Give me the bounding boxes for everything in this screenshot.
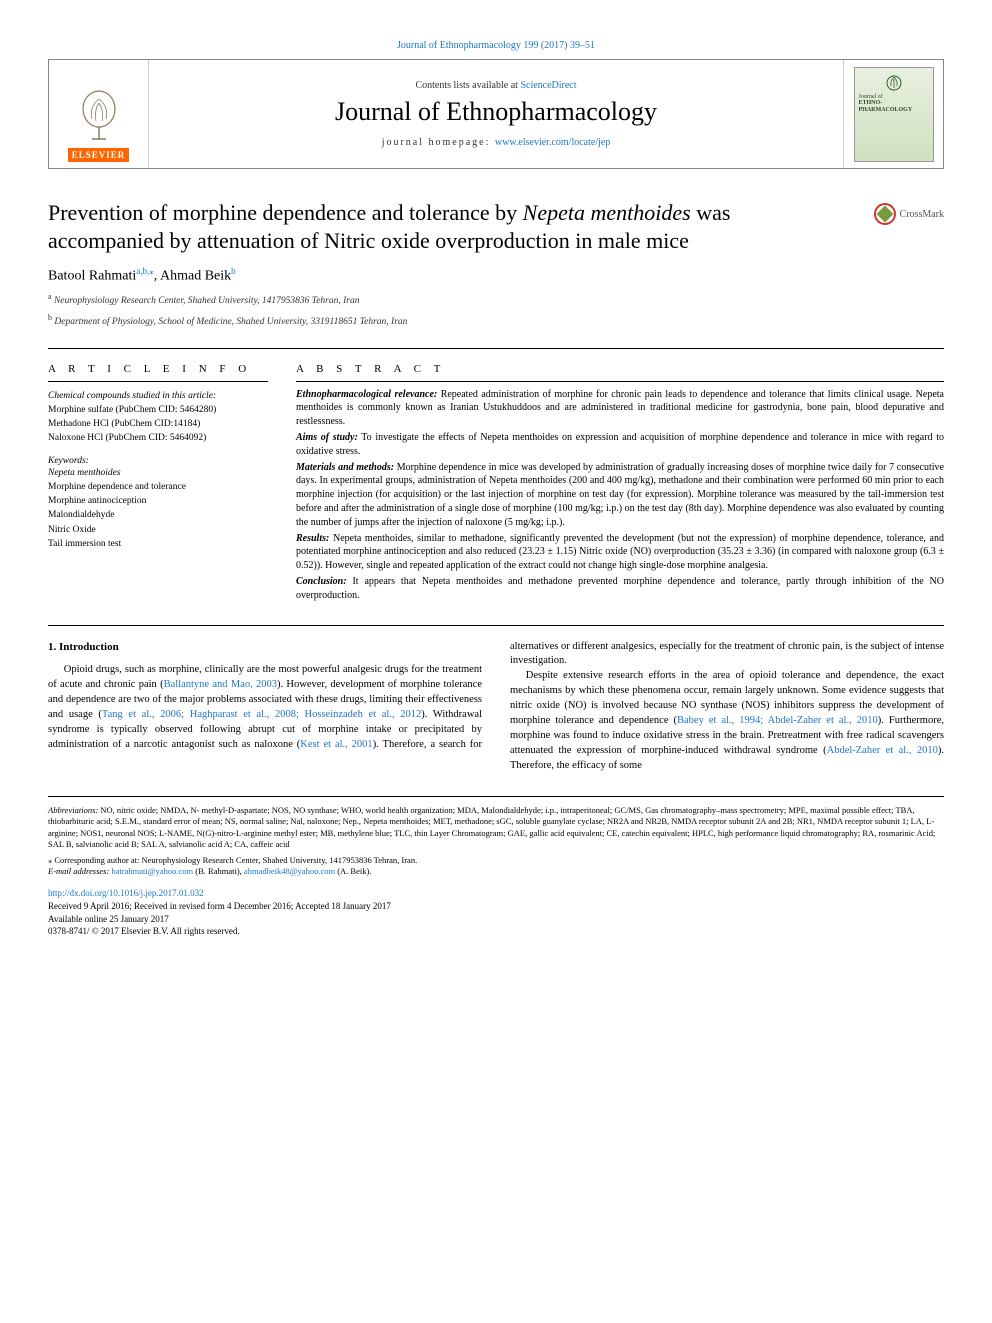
email-1-who: (B. Rahmati), (193, 866, 244, 876)
abs-text-4: Nepeta menthoides, similar to methadone,… (296, 533, 944, 572)
email-line: E-mail addresses: batrahmati@yahoo.com (… (48, 866, 944, 877)
abs-label-1: Ethnopharmacological relevance: (296, 389, 437, 400)
abbr-label: Abbreviations: (48, 805, 98, 815)
title-pre: Prevention of morphine dependence and to… (48, 200, 523, 225)
received-line: Received 9 April 2016; Received in revis… (48, 900, 944, 913)
abstract-para-5: Conclusion: It appears that Nepeta menth… (296, 575, 944, 603)
cover-line-1: Journal of (859, 94, 929, 101)
article-header: CrossMark Prevention of morphine depende… (48, 199, 944, 330)
abs-text-2: To investigate the effects of Nepeta men… (296, 432, 944, 457)
masthead: ELSEVIER Contents lists available at Sci… (48, 59, 944, 169)
section-title: Introduction (59, 641, 119, 653)
abs-label-2: Aims of study: (296, 432, 358, 443)
abstract-para-1: Ethnopharmacological relevance: Repeated… (296, 388, 944, 429)
email-label: E-mail addresses: (48, 866, 111, 876)
compound-2: Methadone HCl (PubChem CID:14184) (48, 417, 268, 431)
elsevier-tree-icon (74, 89, 124, 144)
body-text: 1. Introduction Opioid drugs, such as mo… (48, 640, 944, 774)
email-1-link[interactable]: batrahmati@yahoo.com (111, 866, 193, 876)
compound-3: Naloxone HCl (PubChem CID: 5464092) (48, 431, 268, 445)
abs-label-3: Materials and methods: (296, 462, 394, 473)
author-1-affil-sup: a,b, (136, 266, 149, 276)
affil-b-text: Department of Physiology, School of Medi… (52, 317, 407, 327)
author-2-affil-sup: b (231, 266, 236, 276)
abs-label-5: Conclusion: (296, 576, 347, 587)
sciencedirect-link[interactable]: ScienceDirect (520, 80, 576, 91)
abbr-text: NO, nitric oxide; NMDA, N- methyl-D-aspa… (48, 805, 935, 849)
page: Journal of Ethnopharmacology 199 (2017) … (0, 0, 992, 978)
keywords-head: Keywords: (48, 456, 268, 466)
corresponding-author: ⁎ Corresponding author at: Neurophysiolo… (48, 855, 944, 866)
crossmark-icon (874, 203, 896, 225)
footer: Abbreviations: NO, nitric oxide; NMDA, N… (48, 796, 944, 938)
article-title: Prevention of morphine dependence and to… (48, 199, 944, 254)
doi-link[interactable]: http://dx.doi.org/10.1016/j.jep.2017.01.… (48, 888, 204, 898)
contents-prefix: Contents lists available at (415, 80, 520, 91)
journal-cover-icon: Journal of ETHNO- PHARMACOLOGY (854, 67, 934, 162)
abstract-para-3: Materials and methods: Morphine dependen… (296, 461, 944, 530)
keyword-6: Tail immersion test (48, 537, 268, 551)
divider (48, 625, 944, 626)
abs-text-3: Morphine dependence in mice was develope… (296, 462, 944, 528)
citation-1[interactable]: Ballantyne and Mao, 2003 (164, 679, 277, 690)
compounds-head: Chemical compounds studied in this artic… (48, 390, 268, 403)
author-2: Ahmad Beik (160, 269, 231, 284)
issn-line: 0378-8741/ © 2017 Elsevier B.V. All righ… (48, 925, 944, 938)
running-head-link[interactable]: Journal of Ethnopharmacology 199 (2017) … (397, 40, 595, 51)
homepage-link[interactable]: www.elsevier.com/locate/jep (495, 137, 610, 148)
available-line: Available online 25 January 2017 (48, 913, 944, 926)
homepage-line: journal homepage: www.elsevier.com/locat… (382, 137, 611, 148)
author-list: Batool Rahmatia,b,⁎, Ahmad Beikb (48, 266, 944, 285)
title-species: Nepeta menthoides (523, 200, 691, 225)
abs-label-4: Results: (296, 533, 329, 544)
abstract: A B S T R A C T Ethnopharmacological rel… (296, 363, 944, 605)
keyword-5: Nitric Oxide (48, 523, 268, 537)
cover-thumb-box: Journal of ETHNO- PHARMACOLOGY (843, 60, 943, 168)
journal-title: Journal of Ethnopharmacology (335, 97, 657, 127)
affiliation-a: a Neurophysiology Research Center, Shahe… (48, 291, 944, 308)
section-heading: 1. Introduction (48, 640, 482, 656)
email-2-who: (A. Beik). (335, 866, 371, 876)
crossmark-badge[interactable]: CrossMark (874, 203, 944, 225)
keyword-1: Nepeta menthoides (48, 466, 268, 480)
compound-1: Morphine sulfate (PubChem CID: 5464280) (48, 403, 268, 417)
contents-line: Contents lists available at ScienceDirec… (415, 80, 576, 91)
email-2-link[interactable]: ahmadbeik48@yahoo.com (244, 866, 335, 876)
running-head: Journal of Ethnopharmacology 199 (2017) … (48, 40, 944, 51)
abbreviations: Abbreviations: NO, nitric oxide; NMDA, N… (48, 805, 944, 851)
article-info-heading: A R T I C L E I N F O (48, 363, 268, 375)
keyword-2: Morphine dependence and tolerance (48, 480, 268, 494)
abstract-para-4: Results: Nepeta menthoides, similar to m… (296, 532, 944, 573)
affiliation-b: b Department of Physiology, School of Me… (48, 312, 944, 329)
crossmark-label: CrossMark (900, 209, 944, 220)
publisher-logo-box: ELSEVIER (49, 60, 149, 168)
cover-line-3: PHARMACOLOGY (859, 107, 929, 114)
abstract-para-2: Aims of study: To investigate the effect… (296, 431, 944, 459)
author-1: Batool Rahmati (48, 269, 136, 284)
abstract-heading: A B S T R A C T (296, 363, 944, 375)
citation-2[interactable]: Tang et al., 2006; Haghparast et al., 20… (102, 709, 421, 720)
homepage-prefix: journal homepage: (382, 137, 495, 148)
divider (48, 381, 268, 382)
citation-5[interactable]: Abdel-Zaher et al., 2010 (827, 745, 938, 756)
citation-4[interactable]: Babey et al., 1994; Abdel-Zaher et al., … (677, 715, 878, 726)
section-number: 1. (48, 641, 56, 653)
keyword-3: Morphine antinociception (48, 494, 268, 508)
affil-a-text: Neurophysiology Research Center, Shahed … (52, 296, 360, 306)
info-abstract-row: A R T I C L E I N F O Chemical compounds… (48, 363, 944, 605)
cover-line-2: ETHNO- (859, 100, 929, 107)
citation-3[interactable]: Kest et al., 2001 (300, 739, 372, 750)
divider (296, 381, 944, 382)
article-info: A R T I C L E I N F O Chemical compounds… (48, 363, 268, 605)
abs-text-5: It appears that Nepeta menthoides and me… (296, 576, 944, 601)
divider (48, 348, 944, 349)
keyword-4: Malondialdehyde (48, 508, 268, 522)
publisher-wordmark: ELSEVIER (68, 148, 130, 162)
doi-block: http://dx.doi.org/10.1016/j.jep.2017.01.… (48, 887, 944, 937)
body-para-2: Despite extensive research efforts in th… (510, 669, 944, 773)
masthead-center: Contents lists available at ScienceDirec… (149, 60, 843, 168)
